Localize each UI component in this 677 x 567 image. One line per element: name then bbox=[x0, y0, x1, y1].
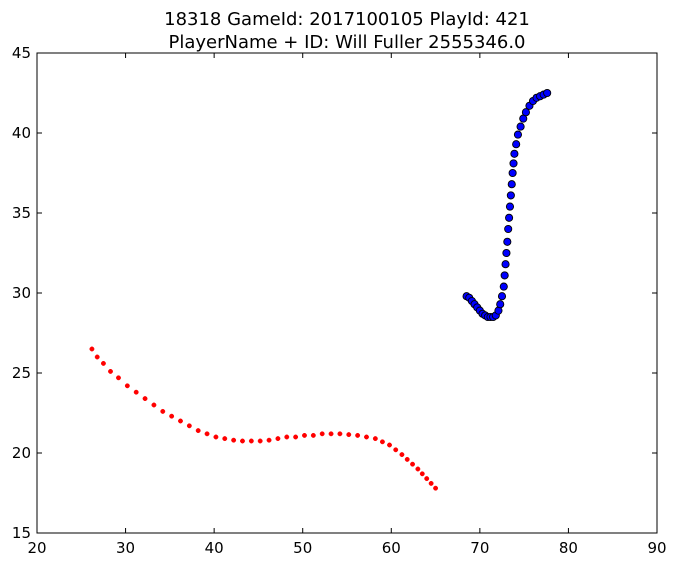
data-point bbox=[346, 432, 352, 438]
data-point bbox=[302, 432, 307, 438]
y-tick-label: 30 bbox=[12, 284, 31, 302]
data-point bbox=[513, 130, 522, 139]
y-tick-label: 25 bbox=[12, 364, 31, 382]
data-point bbox=[100, 360, 106, 366]
x-tick-label: 60 bbox=[382, 539, 401, 557]
x-tick-label: 70 bbox=[470, 539, 489, 557]
chart-title-line1: 18318 GameId: 2017100105 PlayId: 421 bbox=[164, 9, 530, 30]
data-point bbox=[151, 402, 157, 408]
data-point bbox=[506, 191, 515, 200]
data-point bbox=[419, 471, 425, 477]
y-tick-label: 15 bbox=[12, 524, 31, 542]
data-points bbox=[89, 88, 552, 491]
x-tick-label: 20 bbox=[27, 539, 46, 557]
data-point bbox=[372, 436, 378, 442]
series-1 bbox=[89, 346, 439, 491]
y-tick-label: 40 bbox=[12, 124, 31, 142]
data-point bbox=[509, 159, 518, 168]
series-0 bbox=[462, 88, 552, 322]
data-point bbox=[94, 354, 100, 360]
data-point bbox=[379, 439, 385, 445]
data-point bbox=[169, 413, 175, 419]
data-point bbox=[433, 485, 439, 491]
data-point bbox=[195, 428, 201, 434]
data-point bbox=[319, 431, 325, 437]
x-tick-label: 40 bbox=[205, 539, 224, 557]
data-point bbox=[393, 447, 399, 453]
y-tick-label: 20 bbox=[12, 444, 31, 462]
data-point bbox=[499, 282, 508, 291]
data-point bbox=[257, 438, 263, 444]
data-point bbox=[222, 436, 228, 442]
y-tick-label: 45 bbox=[12, 44, 31, 62]
data-point bbox=[502, 248, 511, 258]
data-point bbox=[501, 260, 510, 269]
data-point bbox=[505, 202, 515, 211]
data-point bbox=[108, 368, 113, 374]
data-point bbox=[508, 168, 517, 178]
plot-frame bbox=[36, 52, 658, 534]
data-point bbox=[504, 224, 513, 234]
x-tick-label: 30 bbox=[116, 539, 135, 557]
data-point bbox=[266, 437, 272, 443]
data-point bbox=[510, 149, 519, 158]
data-point bbox=[497, 292, 507, 301]
data-point bbox=[231, 437, 237, 443]
data-point bbox=[521, 108, 530, 117]
data-point bbox=[424, 476, 430, 482]
data-point bbox=[116, 375, 121, 381]
y-tick-label: 35 bbox=[12, 204, 31, 222]
data-point bbox=[293, 434, 299, 440]
data-point bbox=[507, 180, 516, 189]
data-point bbox=[142, 396, 148, 402]
data-point bbox=[275, 436, 281, 442]
data-point bbox=[248, 438, 254, 444]
data-point bbox=[133, 389, 139, 395]
data-point bbox=[399, 452, 405, 458]
data-point bbox=[240, 438, 245, 444]
x-tick-label: 50 bbox=[293, 539, 312, 557]
data-point bbox=[337, 431, 343, 437]
data-point bbox=[328, 431, 334, 437]
data-point bbox=[204, 431, 210, 437]
data-point bbox=[543, 88, 552, 98]
data-point bbox=[124, 383, 130, 389]
data-point bbox=[284, 434, 290, 440]
data-point bbox=[89, 346, 95, 352]
data-point bbox=[505, 213, 514, 222]
data-point bbox=[213, 434, 219, 440]
data-point bbox=[364, 434, 369, 440]
x-tick-label: 90 bbox=[647, 539, 666, 557]
chart-title-line2: PlayerName + ID: Will Fuller 2555346.0 bbox=[168, 32, 525, 53]
data-point bbox=[186, 423, 192, 429]
data-point bbox=[310, 432, 316, 438]
data-point bbox=[496, 300, 505, 309]
data-point bbox=[355, 432, 361, 438]
data-point bbox=[503, 237, 512, 246]
data-point bbox=[512, 140, 521, 149]
data-point bbox=[404, 456, 410, 462]
data-point bbox=[500, 271, 509, 280]
data-point bbox=[410, 461, 415, 467]
data-point bbox=[160, 408, 166, 414]
data-point bbox=[428, 480, 434, 486]
data-point bbox=[387, 442, 392, 448]
data-point bbox=[516, 122, 525, 131]
data-point bbox=[178, 418, 183, 424]
data-point bbox=[415, 466, 421, 472]
x-tick-label: 80 bbox=[559, 539, 578, 557]
